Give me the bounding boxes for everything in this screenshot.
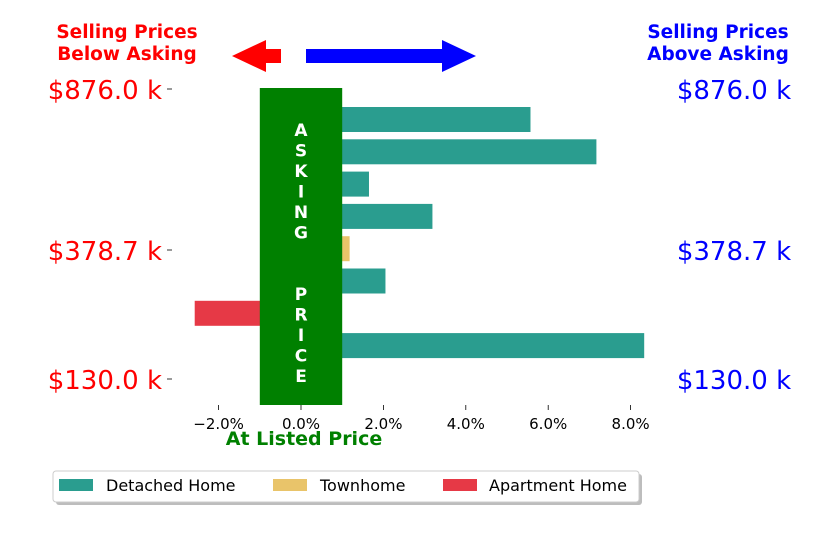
above-asking-label-line1: Selling Prices	[647, 22, 788, 43]
bar-2	[301, 139, 597, 165]
asking-letter-10: R	[294, 306, 307, 326]
x-tick-label-6: 8.0%	[612, 415, 650, 433]
below-asking-label-line2: Below Asking	[57, 44, 197, 65]
legend-label-detached: Detached Home	[106, 476, 236, 495]
legend-swatch-apartment	[443, 479, 477, 491]
bar-8	[301, 333, 645, 359]
legend: Detached Home Townhome Apartment Home	[52, 470, 642, 505]
right-arrow-icon	[306, 40, 476, 72]
x-tick-label-2: 0.0%	[282, 415, 320, 433]
legend-swatch-townhome	[273, 479, 307, 491]
legend-swatch-detached	[59, 479, 93, 491]
asking-letter-6: G	[294, 224, 308, 244]
above-asking-label-line2: Above Asking	[647, 44, 789, 65]
below-asking-label-line1: Selling Prices	[56, 22, 197, 43]
asking-letter-1: A	[294, 121, 308, 141]
asking-letter-12: C	[295, 347, 307, 367]
asking-letter-13: E	[295, 367, 307, 387]
left-price-tick-middle: $378.7 k	[48, 237, 162, 267]
x-tick-label-5: 6.0%	[529, 415, 567, 433]
legend-label-apartment: Apartment Home	[489, 476, 627, 495]
right-price-tick-top: $876.0 k	[677, 76, 791, 106]
asking-letter-4: I	[298, 183, 304, 203]
x-axis-label: At Listed Price	[226, 428, 382, 450]
asking-letter-2: S	[295, 142, 307, 162]
x-axis-ticks: −2.0% 0.0% 2.0% 4.0% 6.0% 8.0%	[193, 405, 650, 433]
asking-letter-3: K	[294, 162, 308, 182]
x-tick-label-4: 4.0%	[447, 415, 485, 433]
legend-box	[52, 470, 640, 503]
right-price-tick-middle: $378.7 k	[677, 237, 791, 267]
asking-price-band	[259, 88, 343, 405]
x-tick-label-3: 2.0%	[364, 415, 402, 433]
x-tick-label-1: −2.0%	[193, 415, 244, 433]
asking-letter-9: P	[295, 285, 307, 305]
left-price-tick-bottom: $130.0 k	[48, 366, 162, 396]
left-arrow-icon	[232, 40, 281, 72]
left-price-tick-top: $876.0 k	[48, 76, 162, 106]
asking-letter-5: N	[294, 203, 308, 223]
right-price-tick-bottom: $130.0 k	[677, 366, 791, 396]
legend-label-townhome: Townhome	[319, 476, 405, 495]
asking-letter-11: I	[298, 326, 304, 346]
